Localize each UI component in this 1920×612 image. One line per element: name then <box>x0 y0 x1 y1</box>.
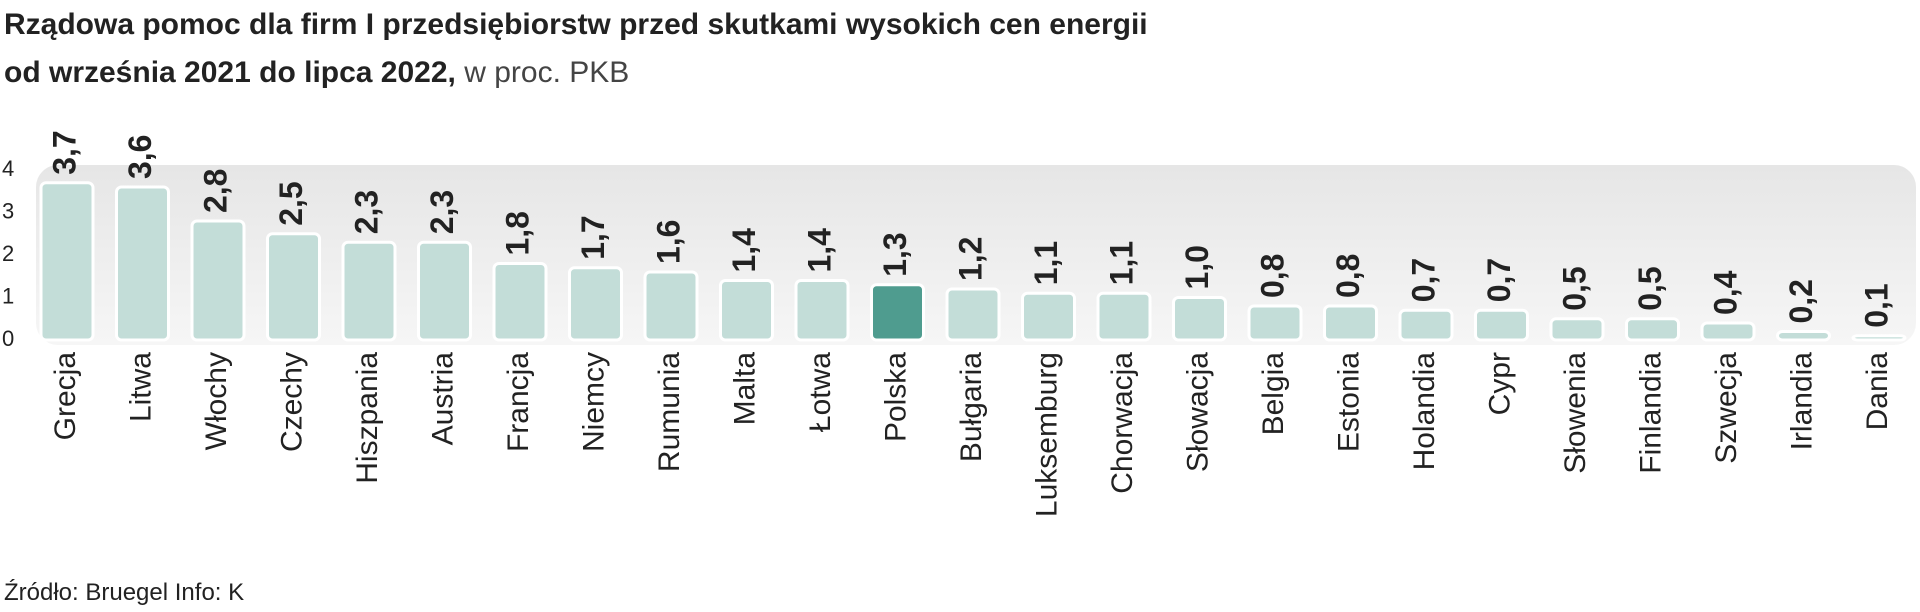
bar <box>341 240 397 342</box>
x-tick-label: Estonia <box>1332 352 1365 452</box>
x-tick-label: Słowacja <box>1181 352 1214 472</box>
value-label: 1,4 <box>801 228 837 273</box>
value-label: 1,7 <box>575 215 611 259</box>
value-label: 0,7 <box>1481 258 1517 302</box>
x-tick-label: Dania <box>1861 352 1894 431</box>
x-tick-label: Szwecja <box>1710 352 1743 464</box>
bar <box>719 279 774 342</box>
bar <box>1323 304 1378 342</box>
bar <box>568 266 623 342</box>
value-label: 0,5 <box>1632 266 1668 310</box>
bar <box>1247 304 1303 342</box>
bar <box>1172 296 1227 342</box>
bar <box>492 262 548 342</box>
chart-title: od września 2021 do lipca 2022, <box>4 56 456 89</box>
x-tick-label: Słowenia <box>1559 352 1592 474</box>
value-label: 3,6 <box>122 135 158 179</box>
bar <box>190 219 246 342</box>
value-label: 0,8 <box>1254 254 1290 298</box>
bar <box>39 181 95 342</box>
x-tick-label: Hiszpania <box>351 352 384 484</box>
chart-subtitle: w proc. PKB <box>463 56 629 89</box>
bar <box>1851 334 1907 342</box>
bar <box>266 232 321 342</box>
x-tick-label: Bułgaria <box>955 352 988 462</box>
x-tick-label: Austria <box>426 352 459 446</box>
bar <box>870 283 925 342</box>
x-tick-label: Belgia <box>1257 352 1290 436</box>
bar <box>1625 317 1680 342</box>
bar <box>1776 330 1831 342</box>
value-label: 0,4 <box>1707 270 1743 315</box>
x-tick-label: Czechy <box>275 352 308 452</box>
bar <box>1474 308 1529 342</box>
bar <box>643 270 699 342</box>
value-label: 2,3 <box>348 190 384 234</box>
y-tick-label: 0 <box>2 326 14 351</box>
value-label: 1,8 <box>499 211 535 255</box>
bar <box>115 185 170 342</box>
bar <box>1021 291 1076 342</box>
x-tick-label: Luksemburg <box>1030 352 1063 517</box>
value-label: 1,1 <box>1028 241 1064 285</box>
chart-title: od września 2021 do lipca 2022, w proc. … <box>4 56 629 89</box>
x-tick-label: Cypr <box>1483 352 1516 415</box>
y-tick-label: 4 <box>2 156 14 181</box>
value-label: 1,4 <box>726 228 762 273</box>
value-label: 2,5 <box>273 181 309 225</box>
value-label: 0,7 <box>1405 258 1441 302</box>
x-tick-label: Finlandia <box>1634 352 1667 474</box>
bar <box>417 240 472 342</box>
x-tick-label: Holandia <box>1408 352 1441 471</box>
bar <box>794 279 850 342</box>
y-tick-label: 1 <box>2 283 14 308</box>
value-label: 1,1 <box>1103 241 1139 285</box>
y-tick-label: 3 <box>2 198 14 223</box>
value-label: 2,8 <box>197 169 233 213</box>
value-label: 0,5 <box>1556 266 1592 310</box>
x-tick-label: Litwa <box>124 352 157 422</box>
source: Źródło: Bruegel Info: K <box>4 579 244 606</box>
value-label: 0,2 <box>1783 279 1819 323</box>
x-tick-label: Malta <box>728 352 761 426</box>
x-tick-label: Chorwacja <box>1106 352 1139 494</box>
bar <box>1549 317 1605 342</box>
x-tick-label: Francja <box>502 352 535 452</box>
bar <box>1700 321 1756 342</box>
x-tick-label: Polska <box>879 352 912 442</box>
x-tick-label: Włochy <box>200 352 233 450</box>
value-label: 1,6 <box>650 220 686 264</box>
value-label: 0,1 <box>1858 283 1894 327</box>
x-tick-label: Łotwa <box>804 352 837 432</box>
x-tick-label: Grecja <box>49 352 82 441</box>
bar <box>1096 291 1152 342</box>
value-label: 1,3 <box>877 232 913 276</box>
x-tick-label: Niemcy <box>577 352 610 452</box>
bar <box>945 287 1001 342</box>
chart-title: Rządowa pomoc dla firm I przedsiębiorstw… <box>4 8 1148 41</box>
bar <box>1398 308 1454 342</box>
value-label: 1,0 <box>1179 245 1215 289</box>
x-tick-label: Rumunia <box>653 352 686 472</box>
value-label: 3,7 <box>46 130 82 174</box>
value-label: 1,2 <box>952 237 988 281</box>
value-label: 0,8 <box>1330 254 1366 298</box>
x-tick-label: Irlandia <box>1785 352 1818 451</box>
value-label: 2,3 <box>424 190 460 234</box>
y-tick-label: 2 <box>2 241 14 266</box>
